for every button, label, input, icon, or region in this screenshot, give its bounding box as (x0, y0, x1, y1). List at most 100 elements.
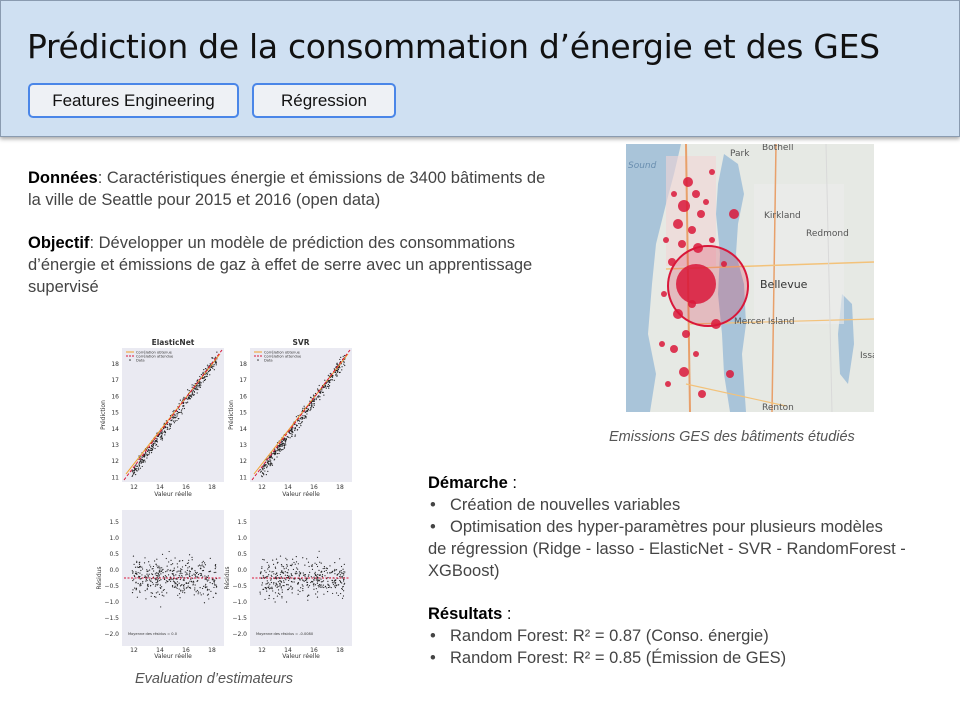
data-point (154, 440, 157, 442)
data-point (316, 556, 319, 559)
data-point (157, 578, 159, 580)
data-point (179, 597, 181, 599)
data-point (151, 573, 153, 575)
data-point (133, 574, 135, 577)
data-point (321, 575, 323, 577)
seattle-emissions-map: Sound Park Bothell Kirkland Redmond Bell… (626, 144, 874, 412)
data-point (288, 587, 290, 589)
data-point (276, 586, 278, 588)
data-point (191, 391, 193, 393)
data-point (281, 565, 283, 567)
data-point (285, 444, 287, 446)
data-point (268, 463, 270, 466)
ytick-label: 1.5 (109, 519, 119, 526)
data-point (264, 577, 266, 579)
xtick-label: 18 (336, 647, 344, 654)
data-point (342, 568, 344, 570)
regression-button[interactable]: Régression (252, 83, 396, 118)
data-point (164, 427, 166, 429)
data-point (182, 405, 184, 408)
data-point (189, 580, 191, 582)
data-point (149, 449, 151, 452)
data-point (187, 396, 190, 398)
data-point (262, 466, 264, 468)
data-point (336, 363, 338, 365)
data-point (215, 362, 217, 364)
data-point (273, 583, 275, 585)
features-engineering-button[interactable]: Features Engineering (28, 83, 239, 118)
data-point (289, 576, 291, 578)
data-point (333, 570, 335, 572)
data-point (264, 465, 266, 467)
ylabel-bottom-right: Résidus (224, 566, 231, 589)
data-point (134, 575, 136, 578)
data-point (207, 372, 209, 374)
data-point (137, 571, 139, 574)
data-point (311, 565, 313, 567)
data-point (276, 572, 278, 574)
data-point (134, 587, 136, 589)
map-label-sound: Sound (628, 161, 657, 171)
data-point (319, 396, 321, 398)
data-point (209, 582, 211, 584)
data-point (323, 566, 326, 568)
data-point (167, 580, 169, 582)
data-point (165, 571, 167, 573)
data-point (173, 422, 176, 424)
data-point (305, 417, 307, 419)
data-point (139, 565, 141, 568)
data-point (206, 594, 209, 596)
data-point (188, 396, 191, 398)
data-point (321, 571, 323, 573)
data-point (213, 571, 215, 574)
data-point (197, 580, 199, 582)
ytick-label: 11 (239, 474, 247, 481)
data-point (131, 475, 133, 478)
data-point (131, 474, 134, 476)
data-point (335, 581, 337, 584)
data-point (191, 386, 193, 388)
data-point (152, 448, 154, 450)
data-point (341, 572, 343, 575)
data-point (282, 448, 284, 451)
data-point (260, 475, 263, 477)
data-point (148, 453, 150, 456)
data-point (319, 392, 322, 394)
data-point (213, 369, 215, 371)
data-point (143, 454, 146, 456)
data-point (139, 461, 141, 463)
data-point (155, 584, 157, 586)
data-point (266, 460, 268, 462)
data-point (192, 393, 194, 395)
data-point (132, 572, 134, 574)
data-point (295, 416, 297, 418)
data-point (208, 589, 210, 591)
data-point (141, 568, 144, 570)
data-point (328, 386, 330, 388)
demarche-heading: Démarche : (428, 472, 948, 494)
data-point (144, 590, 146, 592)
data-point (179, 573, 181, 575)
data-point (143, 562, 146, 564)
data-point (323, 586, 325, 589)
data-point (295, 561, 298, 563)
data-point (166, 428, 168, 430)
data-point (280, 449, 282, 451)
data-point (205, 576, 207, 578)
data-point (299, 590, 301, 593)
data-point (274, 601, 276, 603)
data-point (271, 575, 273, 578)
data-point (271, 457, 274, 459)
data-point (291, 563, 293, 565)
data-point (182, 584, 185, 587)
data-point (273, 598, 275, 600)
data-point (177, 413, 179, 415)
data-point (337, 584, 339, 586)
data-point (178, 411, 181, 414)
map-label-issa: Issa (860, 351, 874, 361)
data-point (343, 583, 345, 585)
data-point (161, 586, 163, 588)
data-point (152, 444, 154, 447)
data-point (338, 573, 340, 575)
data-point (133, 470, 135, 472)
